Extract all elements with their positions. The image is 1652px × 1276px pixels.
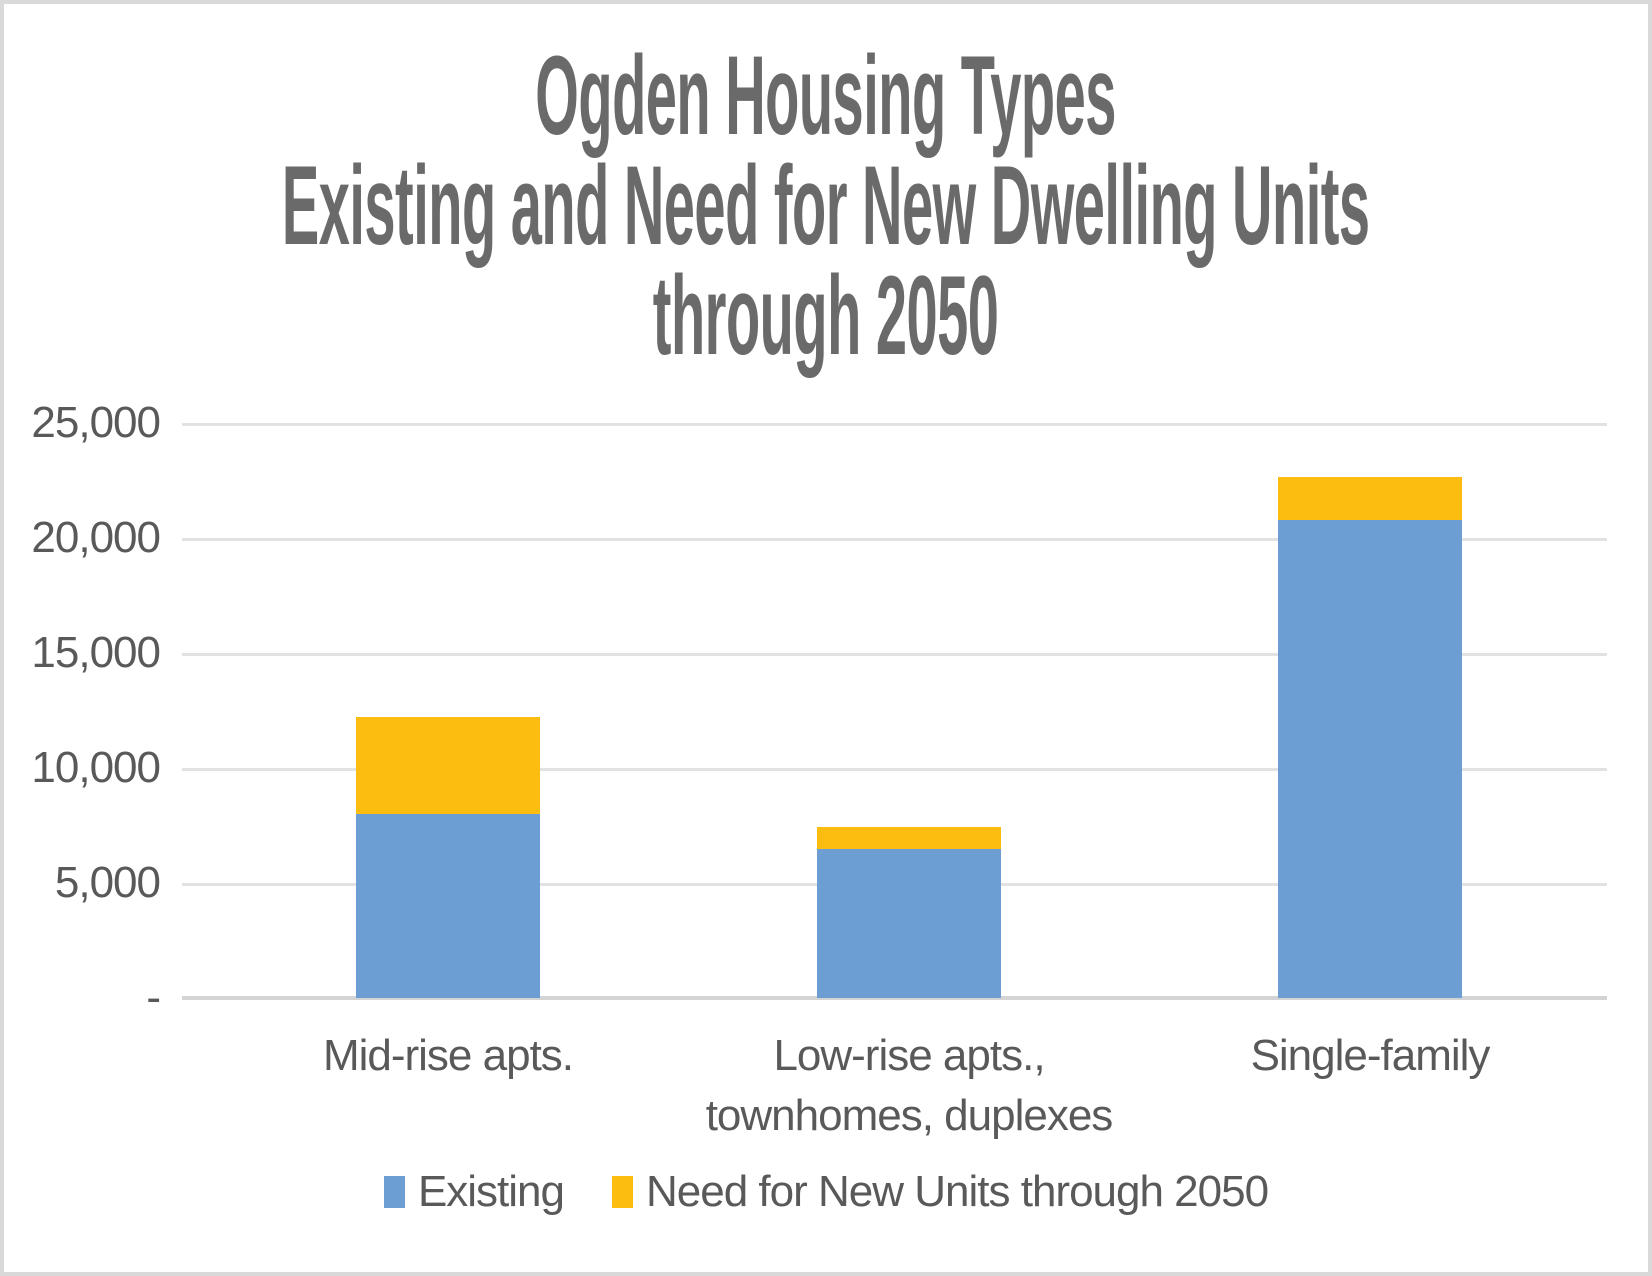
legend-marker-need-new-units bbox=[612, 1176, 634, 1208]
x-axis-line bbox=[182, 996, 1607, 1000]
bar-segment-existing-low-rise bbox=[817, 848, 1001, 998]
bar-single-family bbox=[1278, 477, 1462, 998]
bar-mid-rise-apts bbox=[356, 717, 540, 998]
legend-marker-existing bbox=[383, 1176, 405, 1208]
bar-segment-existing-mid-rise bbox=[356, 814, 540, 998]
legend-label-need-new-units: Need for New Units through 2050 bbox=[646, 1167, 1269, 1216]
y-tick-zero: - bbox=[146, 973, 161, 1022]
plot-area bbox=[182, 423, 1607, 1000]
bar-segment-need-low-rise bbox=[817, 826, 1001, 849]
chart-title-text-2: Existing and Need for New Dwelling Units bbox=[282, 142, 1370, 268]
gridline-10000 bbox=[182, 768, 1607, 771]
legend-item-need-new-units: Need for New Units through 2050 bbox=[612, 1167, 1269, 1216]
y-tick-10000: 10,000 bbox=[31, 743, 161, 792]
chart-title: Ogden Housing Types Existing and Need fo… bbox=[0, 33, 1652, 378]
legend-label-existing: Existing bbox=[417, 1167, 565, 1216]
y-tick-5000: 5,000 bbox=[54, 858, 161, 907]
gridline-20000 bbox=[182, 538, 1607, 541]
y-tick-20000: 20,000 bbox=[31, 513, 161, 562]
chart-title-line-1: Ogden Housing Types bbox=[0, 33, 1652, 158]
category-label-mid-rise-apts: Mid-rise apts. bbox=[322, 1031, 574, 1080]
y-axis-tick-labels: 25,000 20,000 15,000 10,000 5,000 - bbox=[20, 399, 161, 1022]
chart-title-text-3: through 2050 bbox=[653, 252, 999, 378]
y-tick-25000: 25,000 bbox=[31, 398, 161, 447]
category-label-single-family: Single-family bbox=[1250, 1031, 1491, 1080]
category-label-low-rise-townhomes-duplexes: Low-rise apts., townhomes, duplexes bbox=[705, 1031, 1114, 1140]
gridline-25000 bbox=[182, 423, 1607, 426]
gridline-15000 bbox=[182, 653, 1607, 656]
bar-segment-need-mid-rise bbox=[356, 717, 540, 814]
chart-title-text-1: Ogden Housing Types bbox=[535, 32, 1117, 158]
chart-title-line-3: through 2050 bbox=[0, 253, 1652, 378]
bar-low-rise-townhomes-duplexes bbox=[817, 826, 1001, 998]
chart-title-line-2: Existing and Need for New Dwelling Units bbox=[0, 143, 1652, 268]
bar-segment-existing-single-family bbox=[1278, 519, 1462, 998]
y-tick-15000: 15,000 bbox=[31, 628, 161, 677]
legend-item-existing: Existing bbox=[383, 1167, 565, 1216]
bar-segment-need-single-family bbox=[1278, 477, 1462, 520]
legend: Existing Need for New Units through 2050 bbox=[0, 1168, 1652, 1216]
